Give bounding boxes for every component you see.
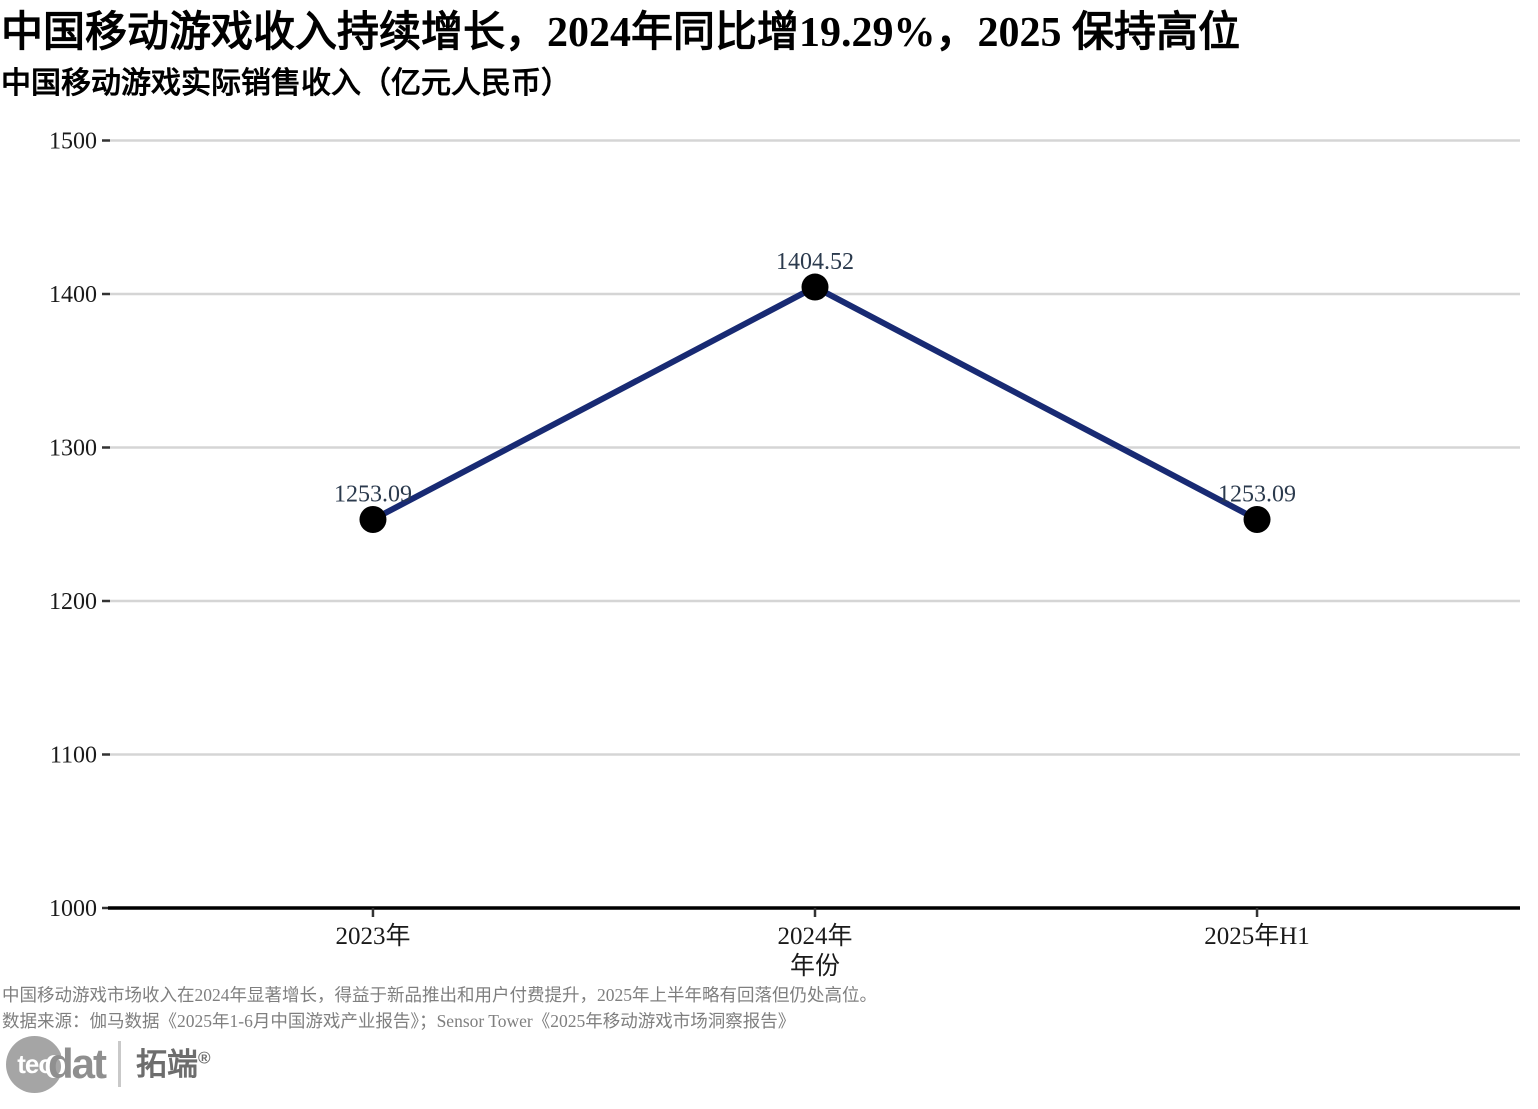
x-axis-tick-label: 2025年H1 (1204, 922, 1310, 950)
data-point-label: 1404.52 (776, 249, 854, 275)
y-axis-tick-label: 1000 (49, 896, 97, 922)
chart-caption: 中国移动游戏市场收入在2024年显著增长，得益于新品推出和用户付费提升，2025… (2, 985, 877, 1005)
x-axis-tick-label: 2024年 (777, 922, 852, 950)
data-point-label: 1253.09 (1218, 482, 1296, 508)
logo-brand-text: 拓端® (136, 1046, 211, 1082)
data-point-label: 1253.09 (334, 482, 412, 508)
page-title: 中国移动游戏收入持续增长，2024年同比增19.29%，2025 保持高位 (1, 10, 1241, 56)
chart-subtitle: 中国移动游戏实际销售收入（亿元人民币） (1, 67, 571, 100)
logo-tec-text: tec (17, 1048, 53, 1079)
logo-divider (118, 1041, 121, 1087)
x-axis-tick-label: 2023年 (335, 922, 410, 950)
data-point (801, 273, 829, 301)
y-axis-tick-label: 1200 (49, 589, 97, 615)
data-point (359, 506, 387, 534)
y-axis-tick-label: 1300 (49, 436, 97, 462)
data-source-note: 数据来源：伽马数据《2025年1-6月中国游戏产业报告》；Sensor Towe… (2, 1011, 796, 1031)
registered-mark: ® (198, 1048, 211, 1068)
data-point (1243, 506, 1271, 534)
y-axis-tick-label: 1400 (49, 282, 97, 308)
tecdat-logo-circle-icon: tec (6, 1035, 63, 1093)
x-axis-title: 年份 (790, 952, 840, 980)
tecdat-logo: tec dat 拓端® (6, 1035, 211, 1093)
y-axis-tick-label: 1100 (50, 743, 97, 769)
series-line (369, 283, 1261, 523)
y-axis-tick-label: 1500 (49, 129, 97, 155)
logo-dat-text: dat (48, 1040, 107, 1087)
